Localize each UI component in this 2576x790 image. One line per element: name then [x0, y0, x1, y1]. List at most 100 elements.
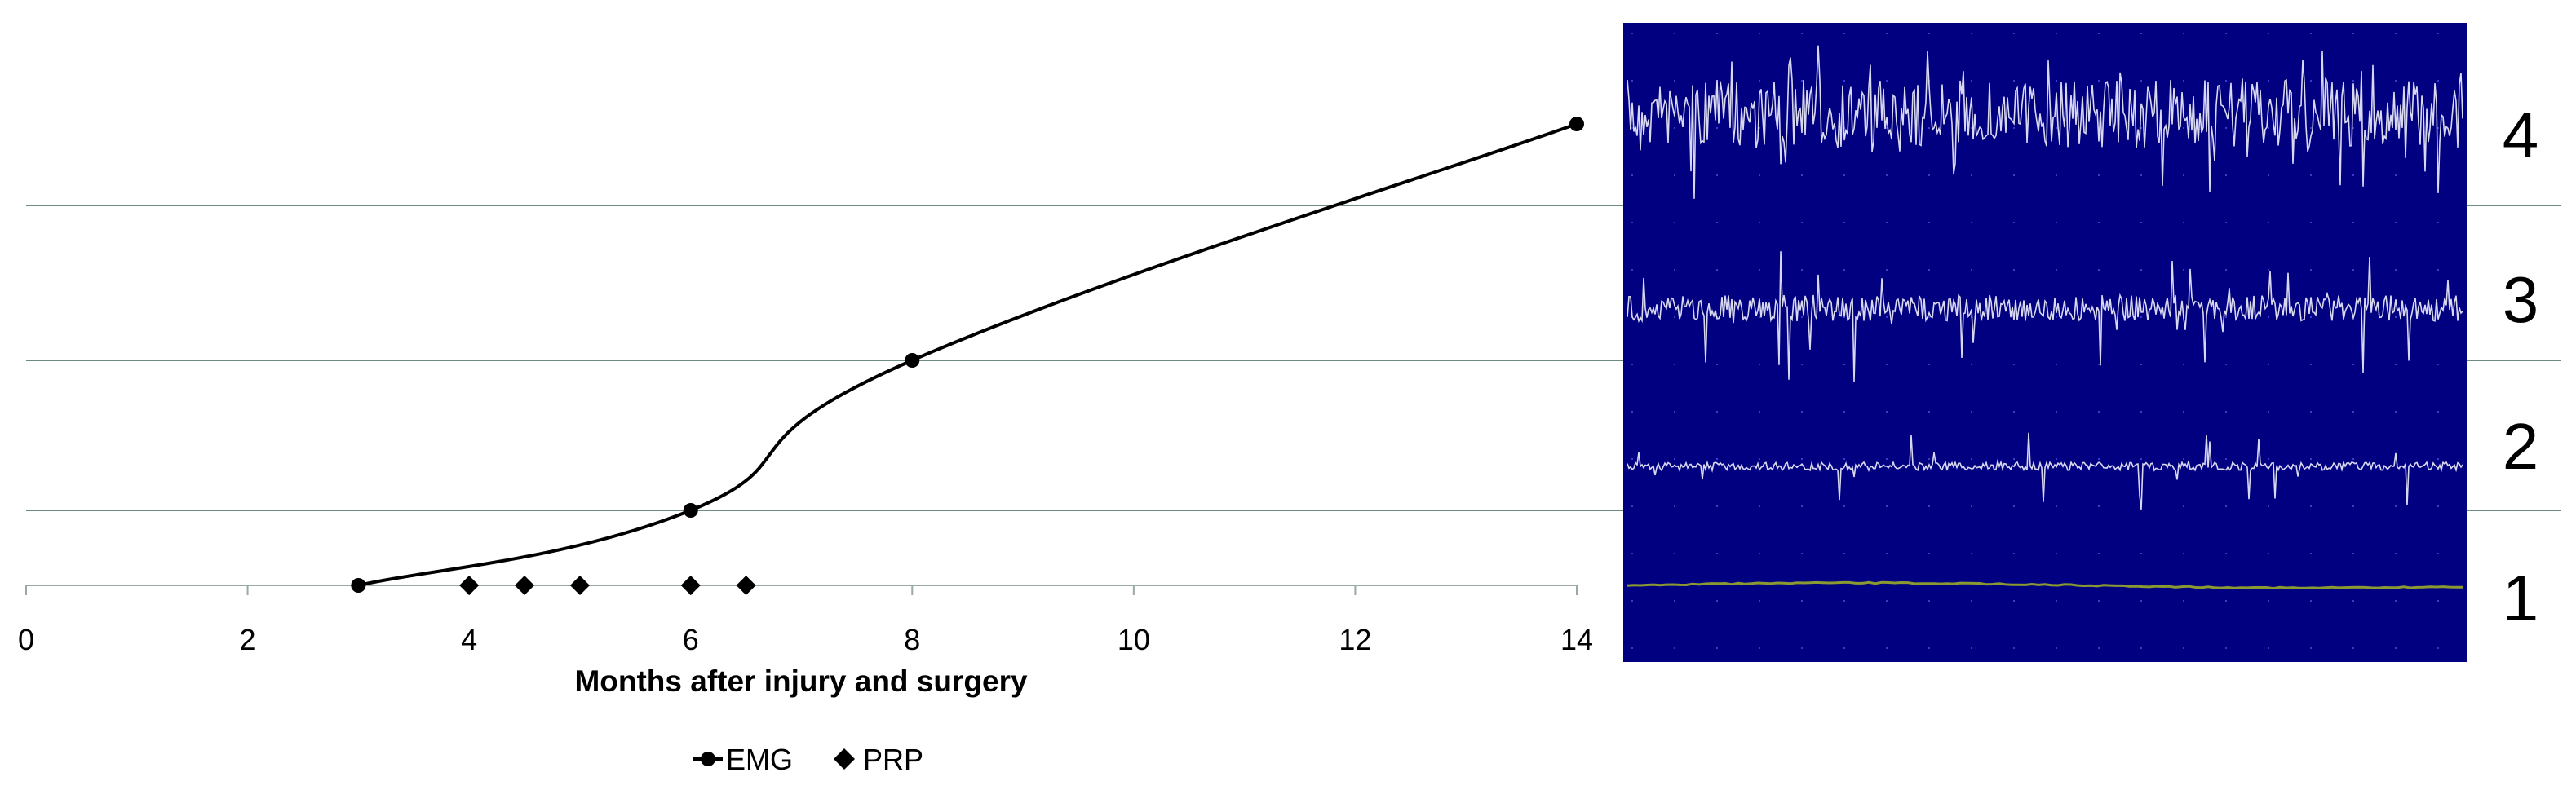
- legend-prp-marker: [834, 748, 855, 770]
- emg-grid-dot: [1886, 80, 1888, 82]
- emg-grid-dot: [1716, 127, 1718, 129]
- emg-grid-dot: [2352, 33, 2354, 34]
- emg-grid-dot: [2310, 600, 2312, 602]
- emg-grid-dot: [1971, 411, 1972, 413]
- emg-grid-dot: [2310, 411, 2312, 413]
- emg-grid-dot: [1631, 127, 1633, 129]
- prp-point: [736, 576, 756, 595]
- emg-grid-dot: [1801, 600, 1803, 602]
- emg-grid-dot: [1971, 127, 1972, 129]
- emg-grid-dot: [2268, 411, 2269, 413]
- emg-grid-dot: [1716, 364, 1718, 365]
- emg-grid-dot: [1928, 127, 1930, 129]
- emg-grid-dot: [1886, 33, 1888, 34]
- emg-point: [683, 503, 698, 518]
- emg-grid-dot: [2268, 316, 2269, 318]
- emg-grid-dot: [2395, 411, 2397, 413]
- emg-grid-dot: [2183, 33, 2184, 34]
- emg-grid-dot: [1674, 222, 1675, 223]
- emg-grid-dot: [1759, 364, 1760, 365]
- emg-grid-dot: [1674, 505, 1675, 507]
- emg-grid-dot: [2310, 364, 2312, 365]
- emg-grid-dot: [1971, 505, 1972, 507]
- emg-grid-dot: [1928, 411, 1930, 413]
- emg-grid-dot: [2437, 458, 2439, 460]
- emg-grid-dot: [2098, 364, 2100, 365]
- emg-grid-dot: [1928, 316, 1930, 318]
- emg-grid-dot: [1759, 127, 1760, 129]
- emg-grid-dot: [2056, 411, 2057, 413]
- emg-grid-dot: [1631, 364, 1633, 365]
- emg-grid-dot: [1886, 600, 1888, 602]
- emg-grid-dot: [2310, 127, 2312, 129]
- emg-grid-dot: [1971, 222, 1972, 223]
- emg-grid-dot: [2140, 80, 2142, 82]
- emg-grid-dot: [2268, 174, 2269, 176]
- emg-grid-dot: [2140, 316, 2142, 318]
- emg-grid-dot: [2098, 269, 2100, 271]
- emg-grid-dot: [1716, 222, 1718, 223]
- emg-grid-dot: [2225, 505, 2227, 507]
- emg-grid-dot: [1674, 411, 1675, 413]
- emg-grid-dot: [2140, 647, 2142, 649]
- emg-grid-dot: [2310, 647, 2312, 649]
- x-tick-label: 0: [18, 623, 34, 656]
- emg-grid-dot: [2098, 174, 2100, 176]
- emg-grid-dot: [1631, 600, 1633, 602]
- emg-grid-dot: [1971, 647, 1972, 649]
- emg-grid-dot: [2352, 505, 2354, 507]
- emg-grid-dot: [2056, 647, 2057, 649]
- emg-grid-dot: [2056, 553, 2057, 554]
- emg-grid-dot: [2013, 364, 2015, 365]
- emg-trace-level-4: [1627, 45, 2463, 199]
- emg-grid-dot: [2013, 222, 2015, 223]
- emg-grid-dot: [1971, 600, 1972, 602]
- emg-grid-dot: [2268, 80, 2269, 82]
- emg-grid-dot: [1759, 33, 1760, 34]
- emg-grid-dot: [1716, 174, 1718, 176]
- emg-grid-dot: [1801, 458, 1803, 460]
- prp-point: [680, 576, 701, 595]
- emg-grid-dot: [1759, 174, 1760, 176]
- prp-point: [515, 576, 535, 595]
- emg-grid-dot: [2225, 458, 2227, 460]
- prp-point: [459, 576, 480, 595]
- emg-point: [1569, 117, 1584, 131]
- emg-grid-dot: [2225, 174, 2227, 176]
- emg-grid-dot: [2268, 505, 2269, 507]
- emg-grid-dot: [1843, 553, 1845, 554]
- emg-grid-dot: [2013, 647, 2015, 649]
- emg-grid-dot: [2225, 411, 2227, 413]
- emg-grid-dot: [2140, 269, 2142, 271]
- prp-point: [569, 576, 590, 595]
- emg-grid-dot: [2395, 364, 2397, 365]
- emg-grid-dot: [2395, 553, 2397, 554]
- emg-grid-dot: [1674, 364, 1675, 365]
- emg-grid-dot: [2352, 600, 2354, 602]
- emg-grid-dot: [2056, 269, 2057, 271]
- emg-grid-dot: [2352, 411, 2354, 413]
- level-label: 1: [2503, 562, 2539, 634]
- emg-grid-dot: [2013, 411, 2015, 413]
- emg-grid-dot: [1759, 411, 1760, 413]
- emg-grid-dot: [2056, 316, 2057, 318]
- emg-grid-dot: [2013, 600, 2015, 602]
- emg-grid-dot: [2098, 505, 2100, 507]
- emg-grid-dot: [1759, 600, 1760, 602]
- emg-grid-dot: [1716, 458, 1718, 460]
- emg-grid-dot: [2437, 647, 2439, 649]
- emg-grid-dot: [2268, 222, 2269, 223]
- emg-grid-dot: [1801, 411, 1803, 413]
- emg-grid-dot: [2268, 127, 2269, 129]
- emg-grid-dot: [1759, 553, 1760, 554]
- emg-grid-dot: [2013, 174, 2015, 176]
- emg-grid-dot: [2140, 553, 2142, 554]
- emg-grid-dot: [1886, 364, 1888, 365]
- emg-grid-dot: [1674, 458, 1675, 460]
- emg-grid-dot: [2268, 458, 2269, 460]
- emg-grid-dot: [2013, 458, 2015, 460]
- emg-grid-dot: [2013, 80, 2015, 82]
- emg-grid-dot: [2437, 411, 2439, 413]
- emg-grid-dot: [2352, 174, 2354, 176]
- emg-grid-dot: [2183, 80, 2184, 82]
